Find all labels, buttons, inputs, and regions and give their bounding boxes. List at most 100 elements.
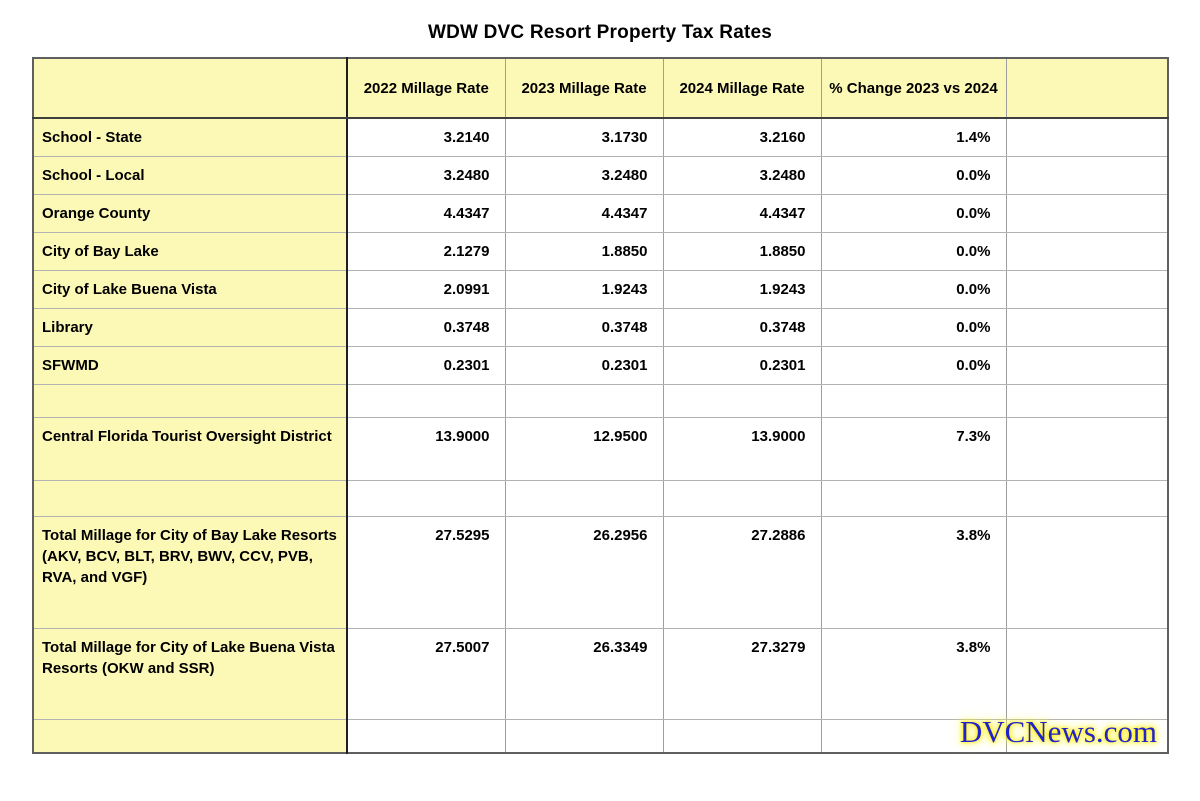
cell-2024: 0.2301	[662, 345, 822, 385]
row-label: City of Bay Lake	[32, 231, 348, 271]
cell-blank	[1005, 345, 1169, 385]
cell-2023: 3.2480	[504, 155, 664, 195]
table-row-city-of-lake-buena-vista: City of Lake Buena Vista 2.0991 1.9243 1…	[32, 269, 1169, 309]
cell-change: 0.0%	[820, 269, 1007, 309]
table-row-cftod: Central Florida Tourist Oversight Distri…	[32, 416, 1169, 481]
cell-2023	[504, 383, 664, 418]
cell-2023: 3.1730	[504, 117, 664, 157]
cell-blank	[1005, 117, 1169, 157]
cell-2023: 0.3748	[504, 307, 664, 347]
cell-change: 0.0%	[820, 345, 1007, 385]
header-pct-change: % Change 2023 vs 2024	[820, 57, 1007, 119]
cell-2022: 0.2301	[346, 345, 506, 385]
cell-2023	[504, 479, 664, 517]
cell-2022	[346, 383, 506, 418]
tax-rate-table: 2022 Millage Rate 2023 Millage Rate 2024…	[32, 57, 1169, 754]
table-row-school-local: School - Local 3.2480 3.2480 3.2480 0.0%	[32, 155, 1169, 195]
cell-2023: 4.4347	[504, 193, 664, 233]
table-row-total-bay-lake: Total Millage for City of Bay Lake Resor…	[32, 515, 1169, 629]
cell-2024: 1.8850	[662, 231, 822, 271]
cell-2022: 2.1279	[346, 231, 506, 271]
cell-2022: 27.5007	[346, 627, 506, 720]
cell-2022: 13.9000	[346, 416, 506, 481]
row-label: Total Millage for City of Bay Lake Resor…	[32, 515, 348, 629]
row-label	[32, 718, 348, 754]
cell-blank	[1005, 307, 1169, 347]
row-label: School - State	[32, 117, 348, 157]
cell-2024: 27.2886	[662, 515, 822, 629]
dvcnews-watermark: DVCNews.com	[959, 714, 1157, 749]
table-row-city-of-bay-lake: City of Bay Lake 2.1279 1.8850 1.8850 0.…	[32, 231, 1169, 271]
cell-2024	[662, 383, 822, 418]
cell-2024	[662, 718, 822, 754]
cell-2022: 4.4347	[346, 193, 506, 233]
table-row-library: Library 0.3748 0.3748 0.3748 0.0%	[32, 307, 1169, 347]
header-blank-end	[1005, 57, 1169, 119]
cell-blank	[1005, 231, 1169, 271]
header-2023-millage-rate: 2023 Millage Rate	[504, 57, 664, 119]
cell-change	[820, 718, 1007, 754]
cell-2022: 3.2140	[346, 117, 506, 157]
cell-2023: 1.8850	[504, 231, 664, 271]
cell-2024	[662, 479, 822, 517]
cell-blank	[1005, 718, 1169, 754]
header-blank	[32, 57, 348, 119]
cell-blank	[1005, 416, 1169, 481]
cell-blank	[1005, 515, 1169, 629]
cell-2023: 26.2956	[504, 515, 664, 629]
table-row-school-state: School - State 3.2140 3.1730 3.2160 1.4%	[32, 117, 1169, 157]
row-label: School - Local	[32, 155, 348, 195]
cell-blank	[1005, 193, 1169, 233]
cell-2024: 27.3279	[662, 627, 822, 720]
header-2024-millage-rate: 2024 Millage Rate	[662, 57, 822, 119]
row-label	[32, 479, 348, 517]
cell-blank	[1005, 479, 1169, 517]
row-label: Total Millage for City of Lake Buena Vis…	[32, 627, 348, 720]
cell-blank	[1005, 383, 1169, 418]
cell-change: 3.8%	[820, 515, 1007, 629]
cell-blank	[1005, 627, 1169, 720]
cell-change: 1.4%	[820, 117, 1007, 157]
cell-change: 3.8%	[820, 627, 1007, 720]
table-header-row: 2022 Millage Rate 2023 Millage Rate 2024…	[32, 57, 1169, 119]
cell-2024: 4.4347	[662, 193, 822, 233]
row-label: SFWMD	[32, 345, 348, 385]
cell-2022: 27.5295	[346, 515, 506, 629]
row-label: City of Lake Buena Vista	[32, 269, 348, 309]
header-2022-millage-rate: 2022 Millage Rate	[346, 57, 506, 119]
cell-blank	[1005, 155, 1169, 195]
cell-2024: 1.9243	[662, 269, 822, 309]
row-label	[32, 383, 348, 418]
row-label: Library	[32, 307, 348, 347]
cell-blank	[1005, 269, 1169, 309]
cell-2024: 3.2160	[662, 117, 822, 157]
cell-2024: 0.3748	[662, 307, 822, 347]
cell-2023: 0.2301	[504, 345, 664, 385]
cell-change: 0.0%	[820, 231, 1007, 271]
table-row-orange-county: Orange County 4.4347 4.4347 4.4347 0.0%	[32, 193, 1169, 233]
cell-change: 0.0%	[820, 155, 1007, 195]
cell-2023: 1.9243	[504, 269, 664, 309]
table-row-sfwmd: SFWMD 0.2301 0.2301 0.2301 0.0%	[32, 345, 1169, 385]
cell-change: 7.3%	[820, 416, 1007, 481]
table-row-footer	[32, 718, 1169, 754]
cell-change	[820, 479, 1007, 517]
cell-change	[820, 383, 1007, 418]
cell-2022: 3.2480	[346, 155, 506, 195]
row-label: Central Florida Tourist Oversight Distri…	[32, 416, 348, 481]
cell-2023: 26.3349	[504, 627, 664, 720]
cell-2022: 2.0991	[346, 269, 506, 309]
cell-2022	[346, 718, 506, 754]
cell-2023: 12.9500	[504, 416, 664, 481]
cell-2022: 0.3748	[346, 307, 506, 347]
cell-2024: 13.9000	[662, 416, 822, 481]
cell-2023	[504, 718, 664, 754]
table-row-spacer	[32, 383, 1169, 418]
cell-2022	[346, 479, 506, 517]
page-title: WDW DVC Resort Property Tax Rates	[427, 22, 773, 43]
cell-change: 0.0%	[820, 307, 1007, 347]
table-row-spacer	[32, 479, 1169, 517]
row-label: Orange County	[32, 193, 348, 233]
cell-change: 0.0%	[820, 193, 1007, 233]
